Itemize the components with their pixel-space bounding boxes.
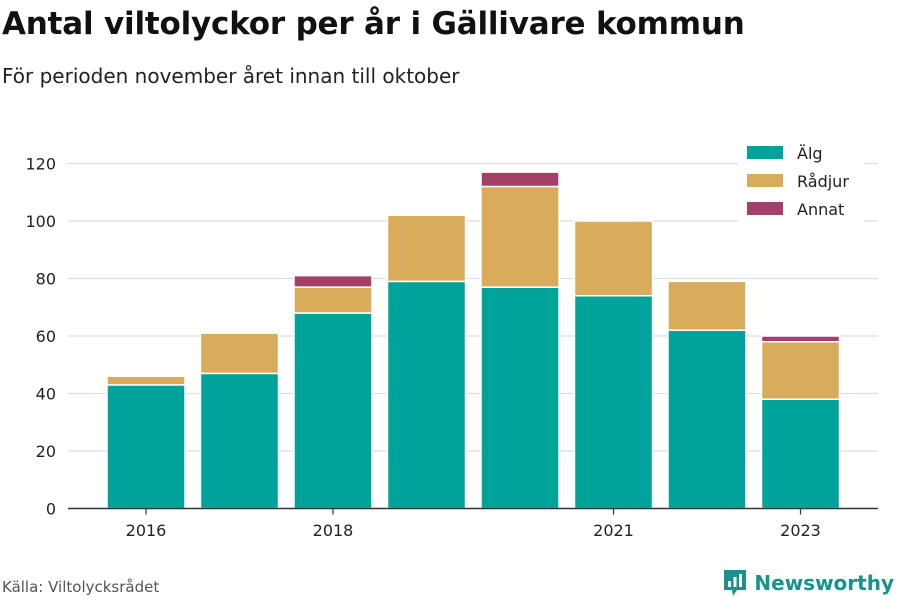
bar-segment	[667, 280, 747, 331]
bar-segment	[293, 286, 373, 314]
bar-segment	[106, 384, 186, 510]
y-tick-label: 40	[36, 385, 56, 404]
bar-segment	[480, 286, 560, 510]
y-tick-label: 0	[46, 500, 56, 519]
brand-logo: Newsworthy	[722, 568, 894, 598]
x-tick-label: 2021	[593, 521, 634, 540]
bar-segment	[760, 398, 841, 510]
bar-segment	[106, 375, 186, 386]
bar-segment	[293, 312, 373, 510]
legend: Älg Rådjur Annat	[738, 140, 864, 224]
y-tick-label: 80	[36, 270, 56, 289]
y-tick-label: 100	[25, 212, 56, 231]
legend-swatch	[747, 202, 783, 215]
bar-segment	[573, 295, 654, 510]
source-note: Källa: Viltolycksrådet	[2, 578, 160, 596]
x-tick-label: 2023	[780, 521, 821, 540]
bar-segment	[573, 220, 654, 297]
x-tick-label: 2016	[126, 521, 167, 540]
bar-segment	[386, 280, 467, 510]
x-axis-ticks: 2016 2018 2021 2023	[126, 508, 821, 540]
bars	[68, 171, 878, 510]
chart-subtitle: För perioden november året innan till ok…	[2, 64, 460, 88]
bar-segment	[480, 185, 560, 288]
x-tick-label: 2018	[313, 521, 354, 540]
chart-title: Antal viltolyckor per år i Gällivare kom…	[2, 6, 745, 42]
bar-segment	[293, 274, 373, 288]
bar-segment	[386, 214, 467, 283]
newsworthy-logo-icon	[724, 570, 747, 596]
y-tick-label: 20	[36, 442, 56, 461]
y-tick-label: 60	[36, 327, 56, 346]
bar-segment	[480, 171, 560, 188]
legend-label: Rådjur	[797, 172, 849, 191]
bar-segment	[667, 329, 747, 510]
bar-segment	[760, 335, 841, 343]
legend-swatch	[747, 174, 783, 187]
brand-name: Newsworthy	[754, 571, 894, 595]
bar-segment	[199, 332, 280, 375]
y-tick-label: 120	[25, 155, 56, 174]
bar-segment	[760, 341, 841, 400]
bar-segment	[199, 372, 280, 510]
stacked-bar-chart: 0 20 40 60 80 100 120 2016 2018 2021 2023 Älg Rådj…	[25, 140, 878, 540]
y-axis-ticks: 0 20 40 60 80 100 120	[25, 155, 56, 519]
legend-label: Älg	[797, 144, 823, 163]
legend-swatch	[747, 146, 783, 159]
legend-label: Annat	[797, 200, 844, 219]
